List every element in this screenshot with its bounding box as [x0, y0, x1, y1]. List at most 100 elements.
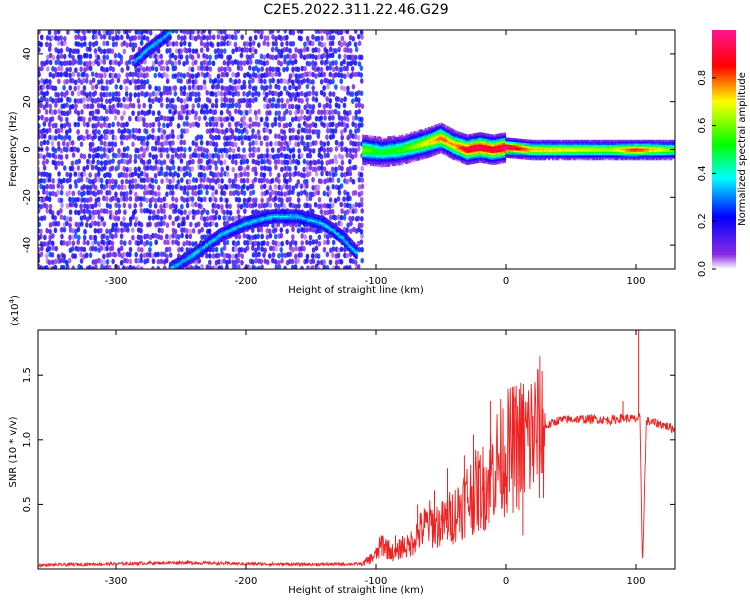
noise-cell [222, 215, 227, 221]
noise-cell [125, 72, 130, 78]
noise-cell [111, 91, 116, 98]
noise-cell [179, 78, 183, 84]
noise-cell [124, 196, 129, 202]
noise-cell [273, 184, 278, 190]
noise-cell [110, 48, 115, 55]
noise-cell [322, 109, 327, 116]
noise-cell [305, 108, 310, 115]
noise-cell [325, 78, 330, 84]
noise-cell [76, 129, 80, 135]
noise-cell [334, 259, 339, 266]
noise-cell [68, 85, 73, 91]
noise-cell [196, 265, 201, 269]
noise-cell [313, 190, 318, 196]
noise-cell [348, 158, 352, 165]
noise-cell [253, 133, 258, 140]
noise-cell [311, 258, 316, 265]
noise-cell [325, 102, 329, 108]
noise-cell [296, 227, 301, 234]
noise-cell [230, 116, 235, 122]
noise-cell [154, 66, 159, 73]
noise-cell [360, 208, 365, 214]
noise-cell [234, 183, 238, 189]
noise-cell [339, 66, 344, 73]
noise-cell [237, 251, 241, 258]
noise-cell [260, 264, 264, 269]
noise-cell [93, 220, 98, 227]
noise-cell [45, 158, 49, 165]
noise-cell [191, 177, 196, 183]
noise-cell [279, 35, 283, 42]
noise-cell [268, 89, 272, 96]
noise-cell [329, 146, 333, 153]
noise-cell [353, 54, 358, 61]
noise-cell [251, 128, 255, 134]
noise-cell [182, 90, 187, 97]
noise-cell [139, 227, 143, 234]
noise-cell [114, 222, 119, 228]
noise-cell [39, 140, 44, 147]
noise-cell [116, 164, 121, 171]
noise-cell [251, 97, 255, 104]
noise-cell [185, 121, 190, 127]
noise-cell [243, 166, 247, 173]
noise-cell [291, 147, 296, 153]
noise-cell [307, 61, 312, 67]
noise-cell [233, 141, 238, 148]
noise-cell [257, 134, 262, 141]
noise-cell [166, 239, 170, 246]
noise-cell [93, 202, 98, 208]
noise-cell [253, 166, 258, 172]
noise-cell [182, 165, 187, 172]
noise-cell [116, 102, 120, 109]
noise-cell [288, 176, 292, 183]
noise-cell [200, 226, 204, 233]
noise-cell [125, 96, 130, 102]
noise-cell [134, 66, 138, 73]
noise-cell [290, 116, 295, 123]
noise-cell [96, 152, 101, 159]
noise-cell [219, 91, 224, 97]
noise-cell [90, 240, 95, 247]
noise-cell [86, 240, 90, 246]
noise-cell [319, 203, 323, 209]
noise-cell [122, 165, 127, 172]
noise-cell [236, 60, 241, 66]
noise-cell [305, 258, 309, 264]
noise-cell [236, 190, 241, 197]
noise-cell [234, 159, 238, 166]
noise-cell [325, 251, 330, 258]
noise-cell [67, 189, 72, 196]
noise-cell [82, 190, 86, 196]
noise-cell [205, 128, 210, 135]
noise-cell [340, 159, 345, 166]
noise-cell [185, 59, 189, 65]
noise-cell [182, 85, 187, 91]
noise-cell [185, 214, 190, 221]
noise-cell [270, 54, 275, 61]
noise-cell [38, 134, 41, 140]
noise-cell [223, 66, 227, 73]
noise-cell [346, 85, 350, 92]
noise-cell [148, 246, 152, 253]
noise-cell [242, 202, 246, 208]
noise-cell [343, 115, 347, 121]
noise-cell [273, 259, 278, 265]
noise-cell [127, 59, 132, 65]
noise-cell [145, 145, 150, 152]
noise-cell [133, 35, 138, 41]
noise-cell [116, 77, 121, 84]
noise-cell [340, 115, 344, 122]
noise-cell [326, 127, 330, 134]
noise-cell [165, 191, 169, 197]
noise-cell [113, 215, 118, 222]
noise-cell [213, 203, 218, 209]
noise-cell [150, 177, 155, 184]
noise-cell [124, 178, 129, 185]
noise-cell [67, 257, 72, 264]
noise-cell [227, 33, 232, 40]
noise-cell [65, 216, 70, 222]
noise-cell [273, 90, 278, 97]
noise-cell [339, 42, 344, 48]
